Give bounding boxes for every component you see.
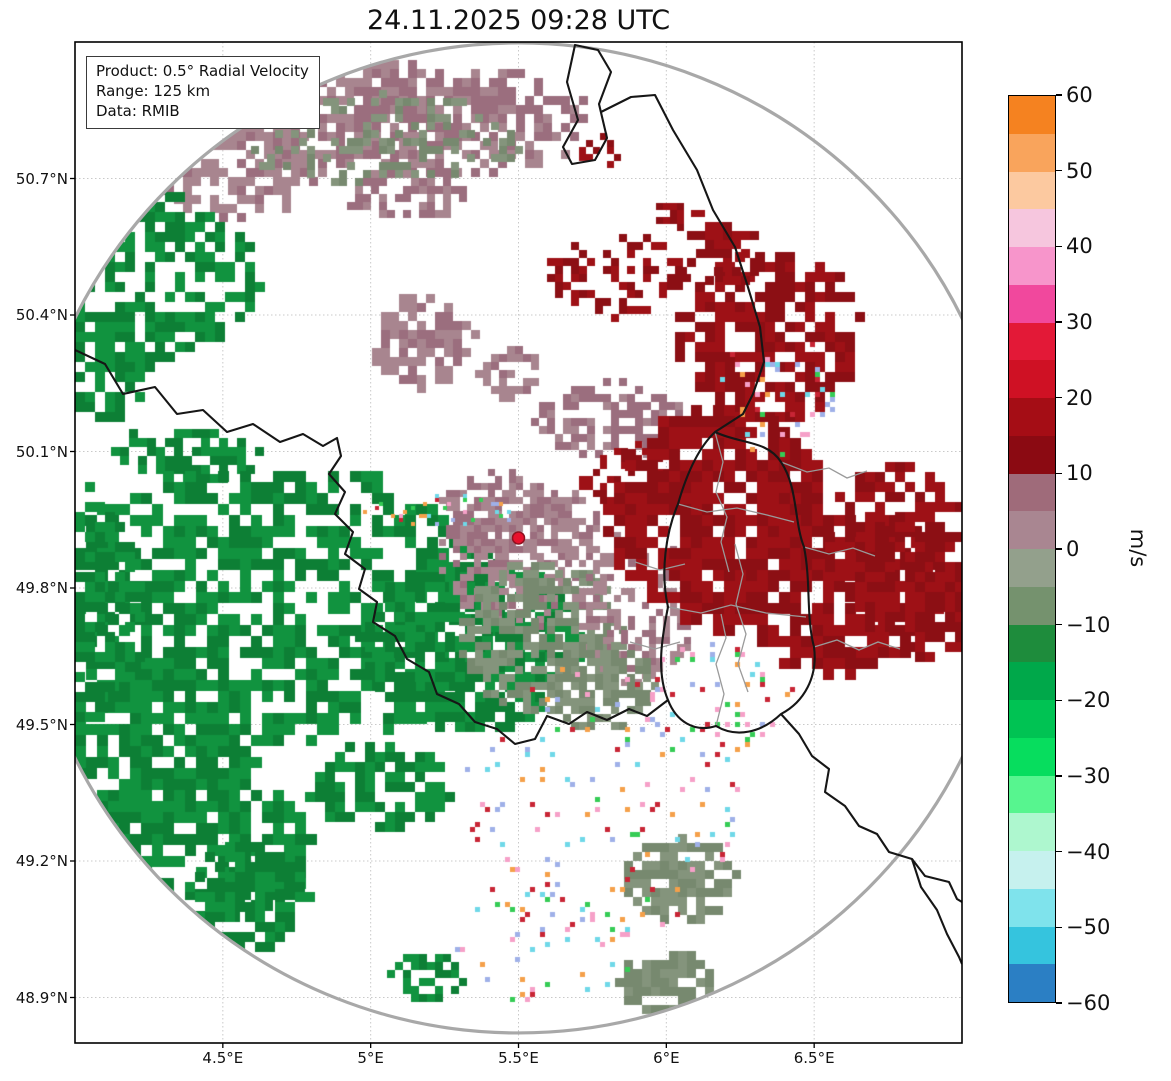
colorbar-tick-mark: [1056, 850, 1062, 853]
colorbar-tick-label: 60: [1066, 83, 1093, 107]
colorbar-segment: [1009, 209, 1055, 247]
colorbar-segment: [1009, 549, 1055, 587]
colorbar-tick-label: 50: [1066, 158, 1093, 183]
colorbar-segment: [1009, 775, 1055, 814]
colorbar-segment: [1009, 435, 1055, 474]
colorbar-segment: [1009, 171, 1055, 210]
y-tick-label: 50.7°N: [15, 169, 68, 188]
range-line: Range: 125 km: [96, 81, 211, 100]
product-line: Product: 0.5° Radial Velocity: [96, 62, 309, 80]
colorbar-segment: [1009, 851, 1055, 889]
colorbar-tick-mark: [1056, 94, 1062, 96]
colorbar-tick-mark: [1056, 1002, 1062, 1004]
colorbar-tick-mark: [1056, 548, 1062, 550]
colorbar-segment: [1009, 737, 1055, 776]
colorbar-tick-label: −20: [1066, 688, 1111, 713]
x-tick-label: 6.5°E: [793, 1049, 835, 1067]
y-tick-label: 50.1°N: [15, 442, 68, 461]
colorbar-segment: [1009, 662, 1055, 700]
y-tick-label: 50.4°N: [15, 306, 68, 324]
colorbar-tick-mark: [1056, 169, 1062, 172]
product-info-box: Product: 0.5° Radial Velocity Range: 125…: [86, 56, 320, 129]
colorbar-tick-mark: [1056, 245, 1062, 248]
colorbar-tick-mark: [1056, 775, 1062, 777]
x-tick-label: 5.5°E: [498, 1049, 539, 1067]
colorbar-tick-mark: [1056, 472, 1062, 475]
x-tick-label: 5°E: [357, 1049, 384, 1067]
colorbar-segment: [1009, 473, 1055, 512]
colorbar-tick-mark: [1056, 321, 1062, 323]
colorbar-tick-label: −50: [1066, 915, 1111, 940]
colorbar-segment: [1009, 133, 1055, 172]
colorbar-tick-label: 10: [1066, 461, 1093, 486]
colorbar-tick-label: 30: [1066, 310, 1093, 334]
data-source-line: Data: RMIB: [96, 101, 180, 120]
y-tick-label: 49.8°N: [15, 579, 68, 597]
colorbar-tick-mark: [1056, 699, 1062, 702]
colorbar-unit-label: m/s: [1126, 528, 1150, 568]
y-tick-label: 49.2°N: [15, 852, 68, 870]
colorbar-segment: [1009, 247, 1055, 285]
colorbar-segment: [1009, 624, 1055, 663]
x-tick-label: 4.5°E: [202, 1049, 244, 1067]
plot-title: 24.11.2025 09:28 UTC: [366, 5, 671, 36]
radar-data-canvas: [75, 42, 962, 1043]
colorbar-tick-label: −10: [1066, 612, 1111, 637]
colorbar-tick-label: −30: [1066, 764, 1111, 788]
x-tick-label: 6°E: [653, 1049, 680, 1067]
colorbar-segment: [1009, 964, 1055, 1002]
colorbar-segment: [1009, 284, 1055, 323]
colorbar-tick-label: −60: [1066, 991, 1111, 1015]
colorbar-segment: [1009, 888, 1055, 927]
colorbar-segment: [1009, 322, 1055, 361]
colorbar-segment: [1009, 360, 1055, 398]
colorbar-segment: [1009, 511, 1055, 549]
colorbar-segment: [1009, 813, 1055, 851]
colorbar-segment: [1009, 926, 1055, 965]
colorbar-tick-label: 40: [1066, 234, 1093, 259]
y-tick-label: 49.5°N: [15, 715, 68, 734]
colorbar-tick-label: 20: [1066, 385, 1093, 410]
colorbar-segment: [1009, 586, 1055, 625]
colorbar-tick-mark: [1056, 926, 1062, 929]
velocity-colorbar: [1008, 95, 1056, 1003]
colorbar-segment: [1009, 398, 1055, 436]
colorbar-tick-label: −40: [1066, 839, 1111, 864]
colorbar-segment: [1009, 700, 1055, 738]
colorbar-tick-mark: [1056, 623, 1062, 626]
y-tick-label: 48.9°N: [15, 988, 68, 1007]
colorbar-segment: [1009, 96, 1055, 134]
colorbar-tick-label: 0: [1066, 537, 1080, 561]
colorbar-tick-mark: [1056, 396, 1062, 399]
